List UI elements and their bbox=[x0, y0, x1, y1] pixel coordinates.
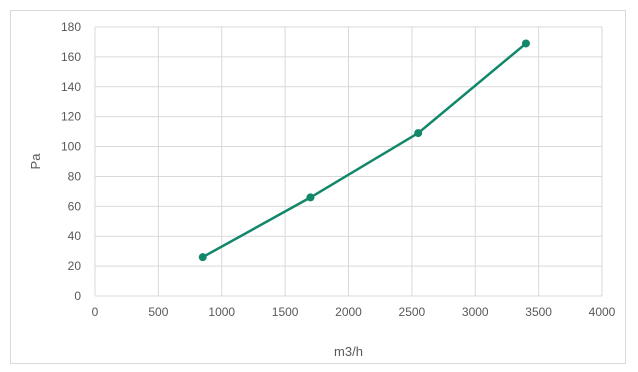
x-tick-label: 3000 bbox=[462, 305, 489, 319]
data-point bbox=[521, 39, 530, 48]
series-line bbox=[201, 42, 528, 259]
chart-frame bbox=[10, 10, 626, 364]
x-tick-label: 2000 bbox=[335, 305, 362, 319]
x-tick-label: 4000 bbox=[589, 305, 616, 319]
data-point bbox=[198, 253, 207, 262]
y-tick-label: 180 bbox=[61, 20, 81, 34]
data-point bbox=[306, 193, 315, 202]
data-point bbox=[414, 129, 423, 138]
series-layer bbox=[198, 39, 530, 262]
y-tick-label: 0 bbox=[74, 289, 81, 303]
x-tick-label: 500 bbox=[148, 305, 168, 319]
y-tick-label: 80 bbox=[68, 169, 82, 183]
x-tick-label: 0 bbox=[92, 305, 99, 319]
x-axis-title: m3/h bbox=[334, 344, 363, 359]
y-axis-title: Pa bbox=[28, 153, 43, 170]
y-tick-label: 160 bbox=[61, 50, 81, 64]
y-tick-label: 100 bbox=[61, 140, 81, 154]
y-tick-label: 60 bbox=[68, 199, 82, 213]
x-tick-label: 1000 bbox=[208, 305, 235, 319]
x-tick-label: 1500 bbox=[272, 305, 299, 319]
y-tick-label: 120 bbox=[61, 110, 81, 124]
tick-labels: 0 500 1000 1500 2000 2500 3000 3500 4000 0 20 40 60 8… bbox=[61, 20, 616, 319]
y-tick-label: 140 bbox=[61, 80, 81, 94]
x-tick-label: 2500 bbox=[399, 305, 426, 319]
y-tick-label: 20 bbox=[68, 259, 82, 273]
x-tick-label: 3500 bbox=[525, 305, 552, 319]
grid bbox=[94, 26, 603, 297]
y-tick-label: 40 bbox=[68, 229, 82, 243]
